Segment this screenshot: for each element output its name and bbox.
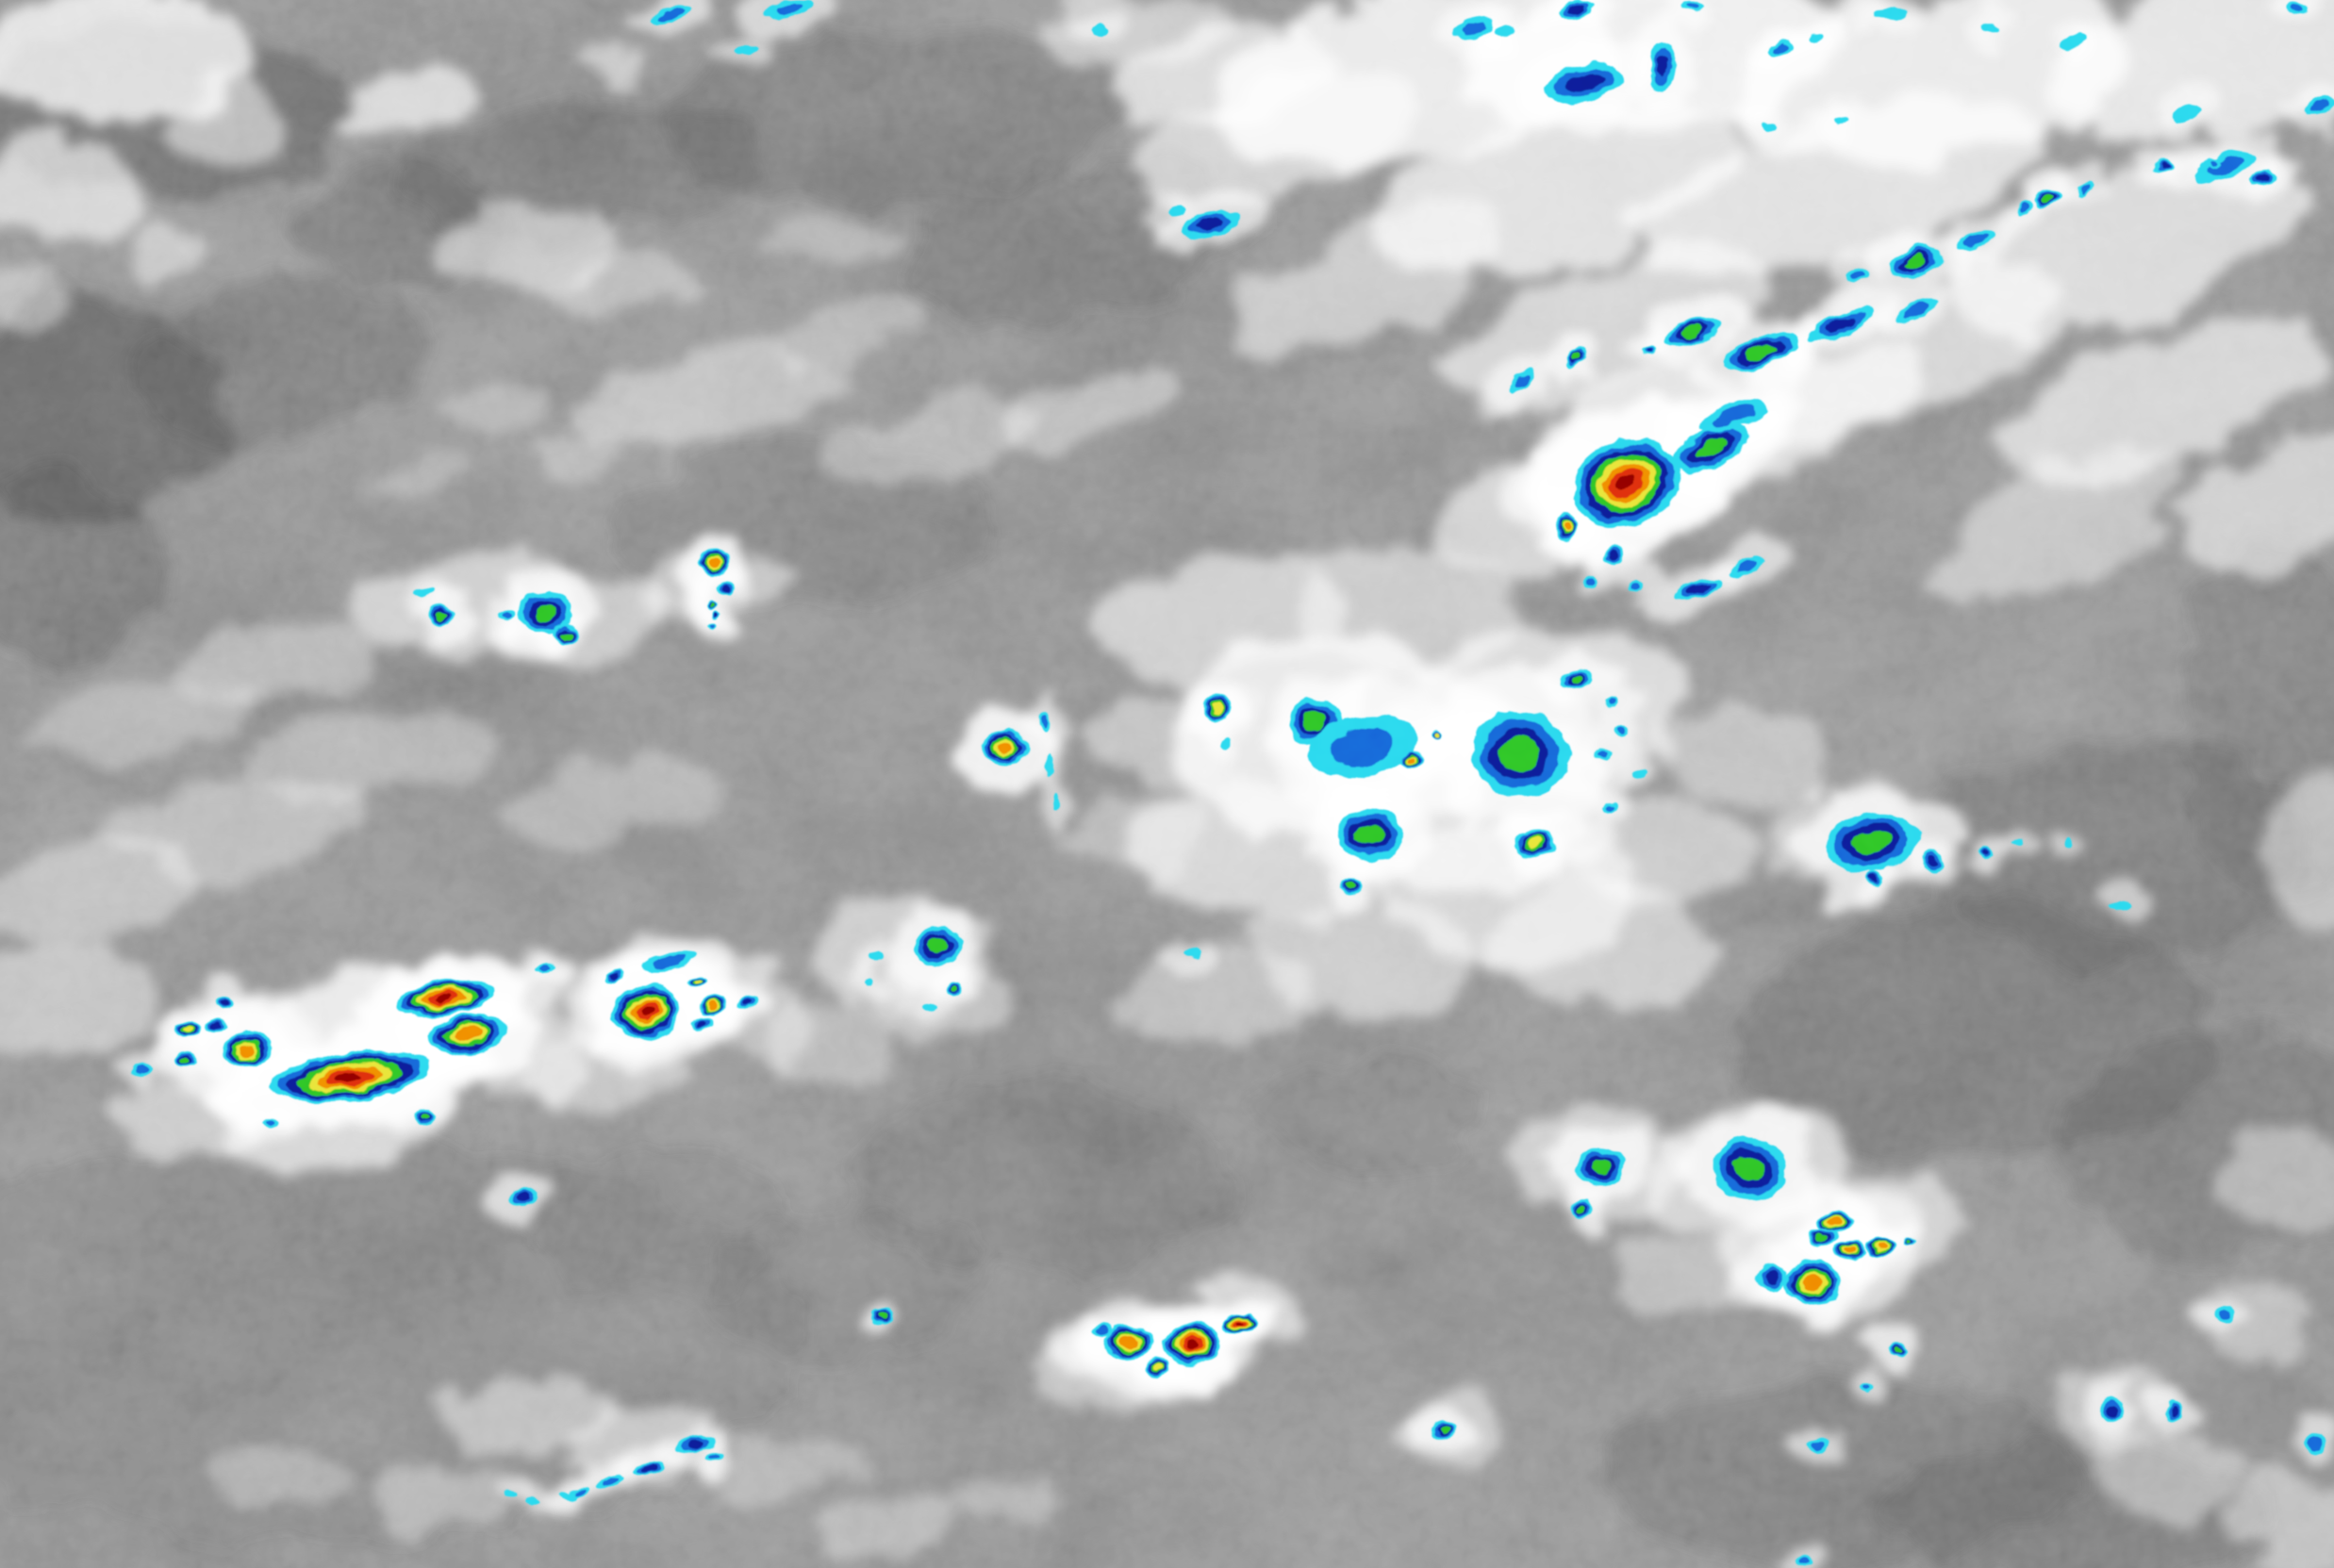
satellite-image-viewport [0,0,2334,1568]
ir-satellite-image [0,0,2334,1568]
cloud-texture-noise-fine [0,0,2334,1568]
